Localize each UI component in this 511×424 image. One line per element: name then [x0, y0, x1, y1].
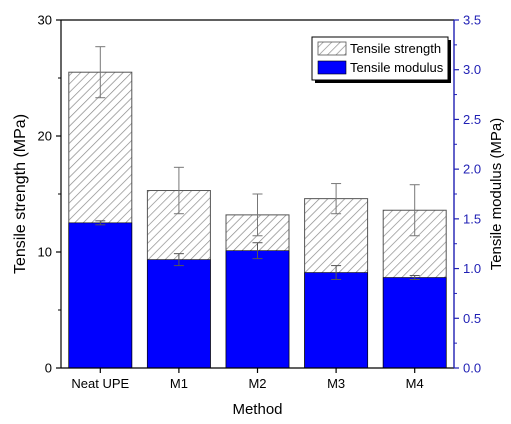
right-tick-label-0: 0.0 [463, 361, 481, 376]
legend-swatch-tensile-strength [317, 41, 347, 56]
left-tick-label-2: 20 [38, 129, 52, 144]
right-tick-label-6: 3.0 [463, 62, 481, 77]
right-axis-title: Tensile modulus (MPa) [488, 118, 505, 271]
right-tick-label-3: 1.5 [463, 211, 481, 226]
right-tick-label-7: 3.5 [463, 13, 481, 28]
x-axis-title: Method [232, 401, 282, 418]
right-tick-label-4: 2.0 [463, 162, 481, 177]
error-bar-tensile-modulus-4 [409, 275, 420, 281]
bar-tensile-modulus-4 [382, 277, 447, 369]
left-tick-label-3: 30 [38, 13, 52, 28]
x-tick-label-4: M4 [406, 376, 424, 391]
left-tick-label-0: 0 [45, 361, 52, 376]
error-bar-tensile-modulus-1 [173, 253, 184, 267]
bar-tensile-modulus-1 [147, 259, 211, 369]
right-tick-label-5: 2.5 [463, 112, 481, 127]
left-tick-label-1: 10 [38, 245, 52, 260]
x-tick-label-0: Neat UPE [71, 376, 129, 391]
error-bar-tensile-strength-2 [252, 193, 263, 237]
x-tick-label-2: M2 [248, 376, 266, 391]
bar-tensile-modulus-3 [304, 272, 368, 369]
x-tick-label-3: M3 [327, 376, 345, 391]
x-tick-label-1: M1 [170, 376, 188, 391]
bar-tensile-modulus-2 [225, 250, 290, 369]
right-tick-label-1: 0.5 [463, 311, 481, 326]
left-axis-title: Tensile strength (MPa) [12, 114, 29, 274]
error-bar-tensile-strength-0 [95, 46, 106, 99]
error-bar-tensile-strength-1 [173, 166, 184, 215]
right-tick-label-2: 1.0 [463, 261, 481, 276]
error-bar-tensile-strength-4 [409, 184, 420, 237]
error-bar-tensile-strength-3 [331, 183, 342, 215]
legend-label-tensile-strength: Tensile strength [350, 41, 441, 56]
error-bar-tensile-modulus-2 [252, 242, 263, 260]
bar-tensile-modulus-0 [68, 222, 133, 369]
error-bar-tensile-modulus-0 [95, 220, 106, 226]
error-bar-tensile-modulus-3 [331, 265, 342, 281]
legend-label-tensile-modulus: Tensile modulus [350, 60, 444, 75]
legend-swatch-tensile-modulus [317, 60, 347, 75]
